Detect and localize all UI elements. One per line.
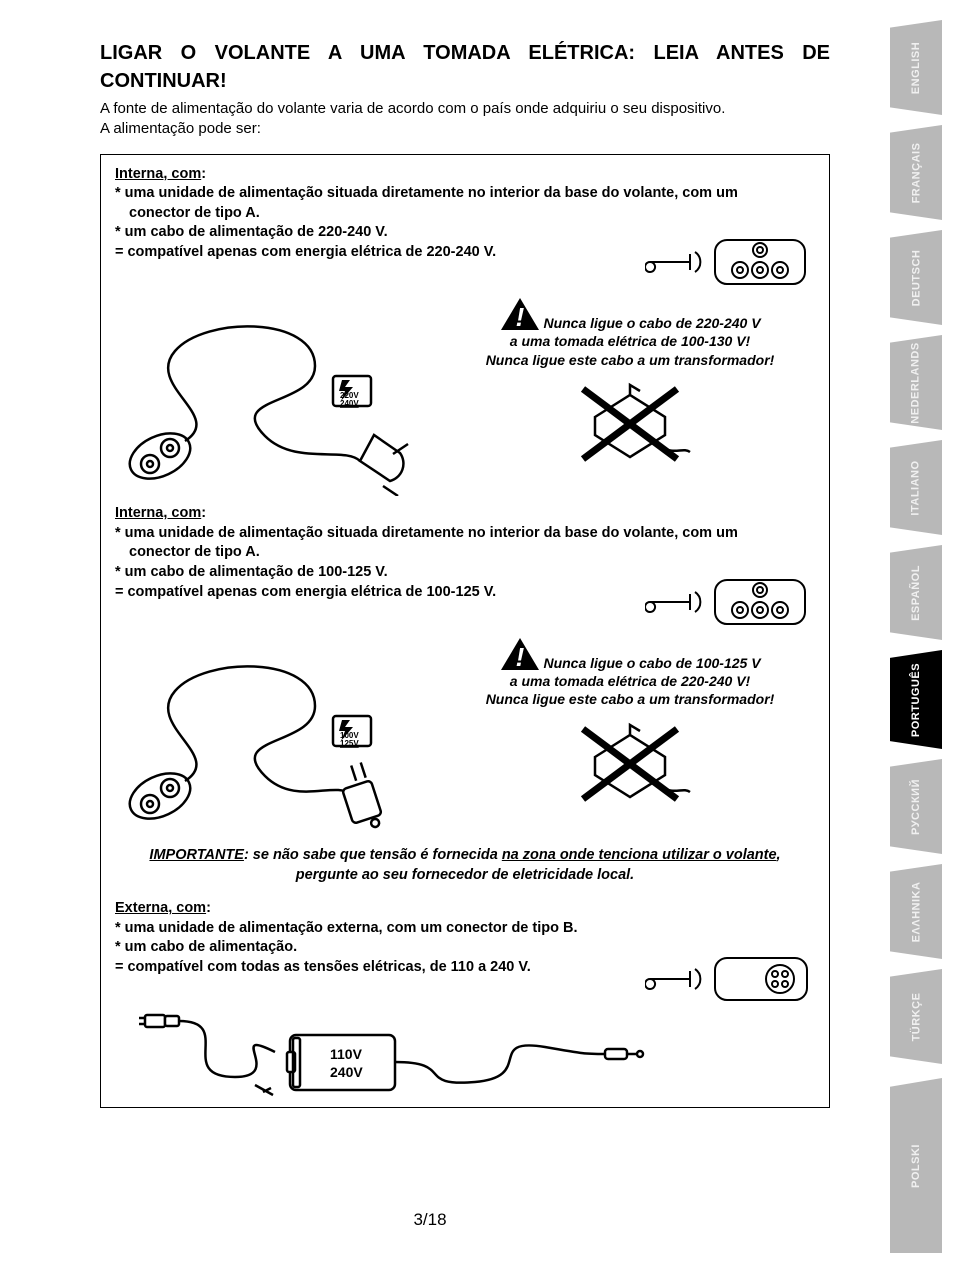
section-100-125v: Interna, com: * uma unidade de alimentaç… [115,504,815,836]
tab-espanol[interactable]: ESPAÑOL [890,545,942,640]
connector-type-a-icon [645,572,815,632]
tab-deutsch[interactable]: DEUTSCH [890,230,942,325]
svg-text:240V: 240V [330,1064,363,1080]
connector-type-a-icon [645,232,815,292]
page-title-line1: LIGAR O VOLANTE A UMA TOMADA ELÉTRICA: L… [100,40,830,66]
tab-english[interactable]: ENGLISH [890,20,942,115]
external-psu-icon: 110V 240V [115,1007,675,1097]
section2-heading: Interna, com [115,505,201,521]
page-number: 3/18 [0,1210,860,1230]
tab-portugues[interactable]: PORTUGUÊS [890,650,942,749]
section1-bullet1: * uma unidade de alimentação situada dir… [115,184,815,223]
tab-francais[interactable]: FRANÇAIS [890,125,942,220]
section3-bullet1: * uma unidade de alimentação externa, co… [115,919,815,939]
no-transformer-icon [565,377,695,472]
warning-triangle-icon: ! [499,296,541,332]
tab-nederlands[interactable]: NEDERLANDS [890,335,942,430]
tab-greek[interactable]: ΕΛΛΗΝΙΚΑ [890,864,942,959]
section2-bullet1: * uma unidade de alimentação situada dir… [115,524,815,563]
intro-line-1: A fonte de alimentação do volante varia … [100,99,830,119]
tab-russian[interactable]: РУССКИЙ [890,759,942,854]
section-220-240v: Interna, com: * uma unidade de alimentaç… [115,165,815,497]
warning-block-2: ! Nunca ligue o cabo de 100-125 V a uma … [445,636,815,811]
language-tabs: ENGLISH FRANÇAIS DEUTSCH NEDERLANDS ITAL… [874,0,954,1272]
section1-heading: Interna, com [115,166,201,182]
power-cable-us-icon: 100V 125V [115,636,410,836]
page-title-line2: CONTINUAR! [100,70,830,93]
document-page: LIGAR O VOLANTE A UMA TOMADA ELÉTRICA: L… [0,0,860,1272]
tab-italiano[interactable]: ITALIANO [890,440,942,535]
svg-text:125V: 125V [340,739,359,748]
section-external: Externa, com: * uma unidade de alimentaç… [115,899,815,1096]
power-cable-eu-icon: 220V 240V [115,296,410,496]
warning-triangle-icon: ! [499,636,541,672]
warning-block-1: ! Nunca ligue o cabo de 220-240 V a uma … [445,296,815,471]
no-transformer-icon [565,717,695,812]
svg-text:!: ! [516,642,525,672]
tab-polski[interactable]: POLSKI [890,1078,942,1253]
connector-type-b-icon [645,952,815,1007]
tab-turkce[interactable]: TÜRKÇE [890,969,942,1064]
info-box: Interna, com: * uma unidade de alimentaç… [100,154,830,1108]
svg-text:!: ! [516,302,525,332]
intro-line-2: A alimentação pode ser: [100,119,830,139]
important-note: IMPORTANTE: se não sabe que tensão é for… [115,846,815,885]
section3-heading: Externa, com [115,900,206,916]
svg-text:240V: 240V [340,399,359,408]
svg-text:110V: 110V [330,1046,363,1062]
